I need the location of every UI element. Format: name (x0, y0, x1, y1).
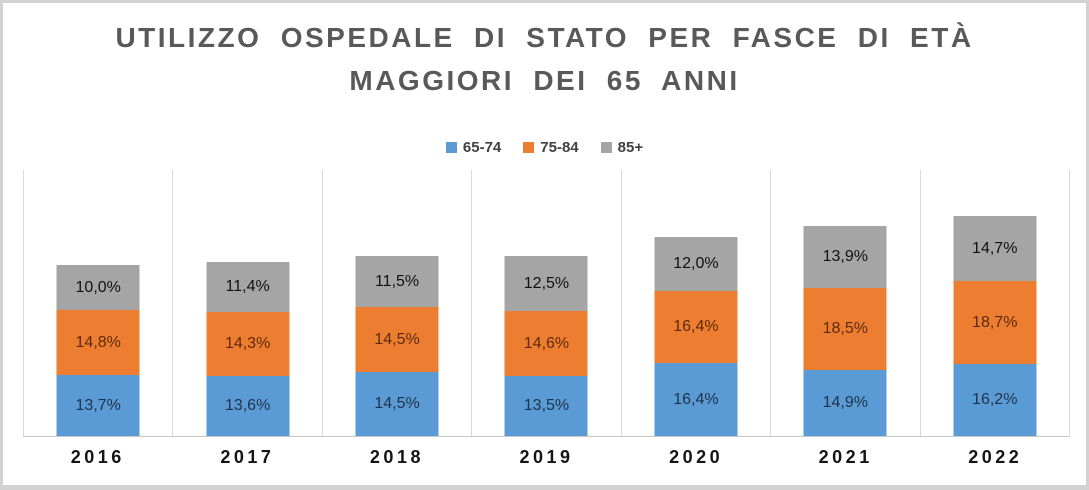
bar-segment-2020-75-84[interactable]: 16,4% (654, 290, 738, 364)
data-label: 14,3% (224, 335, 271, 352)
x-axis-label-2021: 2021 (818, 447, 873, 467)
bar-segment-2018-85plus[interactable]: 11,5% (355, 256, 439, 308)
chart-legend: 65-74 75-84 85+ (3, 139, 1086, 156)
data-label: 14,7% (972, 239, 1018, 257)
bar-2018: 11,5% 14,5% 14,5% (355, 256, 439, 436)
data-label: 12,5% (523, 274, 570, 292)
bar-segment-2021-85plus[interactable]: 13,9% (803, 226, 887, 288)
data-label: 16,2% (972, 391, 1018, 409)
category-cell-2020: 12,0% 16,4% 16,4% (620, 170, 770, 436)
bar-segment-2016-75-84[interactable]: 14,8% (56, 309, 140, 376)
bar-segment-2022-65-74[interactable]: 16,2% (953, 364, 1037, 436)
bar-segment-2020-85plus[interactable]: 12,0% (654, 237, 738, 291)
bar-segment-2020-65-74[interactable]: 16,4% (654, 363, 738, 436)
data-label: 12,0% (673, 255, 719, 273)
legend-item-65-74[interactable]: 65-74 (445, 139, 502, 156)
category-cell-2019: 12,5% 14,6% 13,5% (471, 170, 620, 436)
data-label: 10,0% (75, 278, 121, 296)
legend-item-75-84[interactable]: 75-84 (523, 139, 579, 156)
bar-segment-2017-75-84[interactable]: 14,3% (206, 312, 290, 376)
legend-swatch-icon (445, 142, 457, 153)
category-cell-2022: 14,7% 18,7% 16,2% (919, 170, 1069, 436)
bar-segment-2021-65-74[interactable]: 14,9% (803, 369, 887, 436)
category-cell-2021: 13,9% 18,5% 14,9% (770, 170, 919, 436)
bar-2021: 13,9% 18,5% 14,9% (803, 226, 887, 436)
legend-swatch-icon (523, 142, 535, 153)
data-label: 18,5% (822, 319, 868, 337)
bar-segment-2016-65-74[interactable]: 13,7% (56, 375, 140, 436)
plot-area: 10,0% 14,8% 13,7% 11,4% 14,3% 13,6% 11,5% 14,5%… (23, 170, 1070, 437)
data-label: 14,5% (374, 330, 420, 348)
legend-item-label: 75-84 (540, 139, 579, 156)
data-label: 11,4% (225, 278, 270, 296)
x-axis-label-2019: 2019 (519, 447, 574, 467)
x-axis-label-2016: 2016 (70, 447, 125, 467)
category-cell-2017: 11,4% 14,3% 13,6% (172, 170, 321, 436)
bar-segment-2018-75-84[interactable]: 14,5% (355, 307, 439, 372)
bar-segment-2022-75-84[interactable]: 18,7% (953, 281, 1037, 365)
legend-swatch-icon (600, 142, 612, 153)
x-axis-label-2020: 2020 (669, 447, 724, 467)
category-cell-2018: 11,5% 14,5% 14,5% (321, 170, 471, 436)
bar-segment-2019-85plus[interactable]: 12,5% (504, 256, 588, 312)
data-label: 14,8% (75, 333, 121, 351)
bar-segment-2017-85plus[interactable]: 11,4% (206, 261, 290, 313)
data-label: 18,7% (972, 313, 1018, 331)
bar-segment-2018-65-74[interactable]: 14,5% (355, 371, 439, 436)
data-label: 11,5% (374, 272, 420, 290)
bar-segment-2016-85plus[interactable]: 10,0% (56, 265, 140, 310)
x-axis-label-2018: 2018 (369, 447, 424, 467)
chart-title: UTILIZZO OSPEDALE DI STATO PER FASCE DI … (115, 22, 974, 97)
bar-2019: 12,5% 14,6% 13,5% (504, 256, 588, 436)
bar-2016: 10,0% 14,8% 13,7% (56, 265, 140, 436)
bar-segment-2022-85plus[interactable]: 14,7% (953, 216, 1037, 282)
bar-segment-2017-65-74[interactable]: 13,6% (206, 375, 290, 436)
data-label: 13,6% (224, 396, 271, 414)
bar-2017: 11,4% 14,3% 13,6% (206, 261, 290, 436)
data-label: 14,5% (374, 394, 420, 412)
bar-segment-2021-75-84[interactable]: 18,5% (803, 287, 887, 370)
x-axis-label-2022: 2022 (968, 447, 1023, 467)
data-label: 13,9% (822, 248, 868, 266)
x-axis-label-2017: 2017 (220, 447, 275, 467)
data-label: 16,4% (673, 390, 719, 408)
bar-segment-2019-65-74[interactable]: 13,5% (504, 376, 588, 436)
legend-item-85plus[interactable]: 85+ (600, 139, 644, 156)
data-label: 14,9% (822, 393, 868, 411)
data-label: 14,6% (523, 334, 570, 352)
bar-segment-2019-75-84[interactable]: 14,6% (504, 311, 588, 377)
bar-2022: 14,7% 18,7% 16,2% (953, 216, 1037, 436)
category-cell-2016: 10,0% 14,8% 13,7% (23, 170, 172, 436)
legend-item-label: 65-74 (462, 139, 502, 156)
data-label: 16,4% (673, 317, 719, 335)
data-label: 13,5% (523, 397, 570, 415)
bar-2020: 12,0% 16,4% 16,4% (654, 237, 738, 436)
data-label: 13,7% (75, 396, 121, 414)
legend-item-label: 85+ (617, 139, 644, 156)
x-axis: 2016 2017 2018 2019 2020 2021 2022 (23, 447, 1070, 468)
